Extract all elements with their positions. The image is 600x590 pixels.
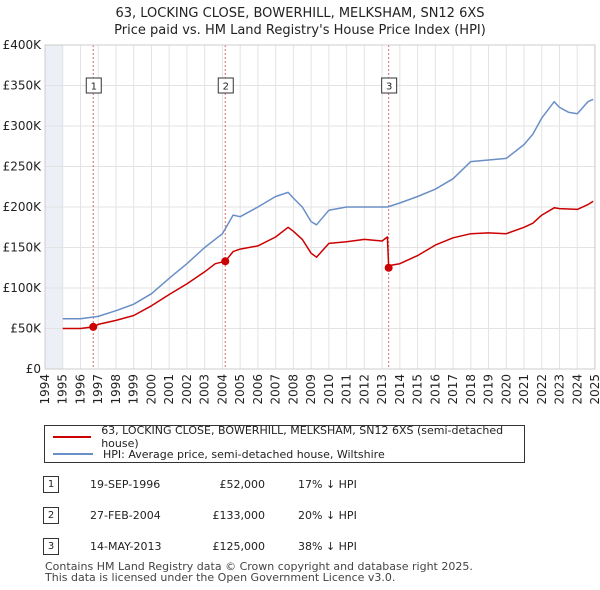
transaction-price: £125,000 <box>212 540 266 553</box>
y-tick-label: £350K <box>3 79 43 93</box>
sale-marker-box <box>217 77 234 94</box>
legend-swatch-property <box>53 436 92 438</box>
y-tick-label: £300K <box>3 119 43 133</box>
y-tick-label: £150K <box>3 241 43 255</box>
footer-licence: This data is licensed under the Open Gov… <box>45 571 396 584</box>
x-tick-label: 2014 <box>393 374 407 405</box>
footer-copyright: Contains HM Land Registry data © Crown c… <box>45 560 473 573</box>
sale-point <box>89 322 98 331</box>
y-tick-label: £250K <box>3 160 43 174</box>
x-tick-label: 2009 <box>304 374 318 405</box>
legend: 63, LOCKING CLOSE, BOWERHILL, MELKSHAM, … <box>44 424 525 463</box>
x-tick-label: 2012 <box>357 374 371 405</box>
y-tick-label: £400K <box>3 38 43 52</box>
sale-marker-box <box>85 77 102 94</box>
x-tick-label: 1998 <box>109 374 123 405</box>
x-tick-label: 2018 <box>464 374 478 405</box>
legend-label-hpi: HPI: Average price, semi-detached house,… <box>103 447 385 461</box>
transaction-hpi-diff: 38% ↓ HPI <box>298 540 357 553</box>
hpi-line <box>62 98 594 320</box>
footer: Contains HM Land Registry data © Crown c… <box>45 561 473 583</box>
transaction-date: 14-MAY-2013 <box>90 540 162 553</box>
x-tick-label: 2003 <box>198 374 212 405</box>
transaction-price: £52,000 <box>219 478 266 491</box>
x-tick-label: 2025 <box>588 374 600 405</box>
x-tick-label: 2013 <box>375 374 389 405</box>
x-tick-label: 1997 <box>91 374 105 405</box>
x-tick-label: 2019 <box>482 374 496 405</box>
x-tick-label: 1994 <box>38 374 52 405</box>
property-price-line <box>62 200 594 330</box>
x-tick-label: 2020 <box>499 374 513 405</box>
sale-point <box>384 263 393 272</box>
y-tick-label: £200K <box>3 200 43 214</box>
x-tick-label: 2023 <box>553 374 567 405</box>
sale-marker-label: 2 <box>223 82 229 93</box>
transaction-date: 27-FEB-2004 <box>90 509 161 522</box>
transaction-marker: 3 <box>43 538 59 555</box>
x-tick-label: 2024 <box>570 374 584 405</box>
x-tick-label: 2022 <box>535 374 549 405</box>
x-tick-label: 2002 <box>180 374 194 405</box>
x-tick-label: 2017 <box>446 374 460 405</box>
x-tick-label: 2007 <box>269 374 283 405</box>
plot-frame <box>44 44 596 370</box>
x-tick-label: 2015 <box>411 374 425 405</box>
x-tick-label: 2016 <box>428 374 442 405</box>
x-tick-label: 2005 <box>233 374 247 405</box>
x-tick-label: 1995 <box>56 374 70 405</box>
chart-title: 63, LOCKING CLOSE, BOWERHILL, MELKSHAM, … <box>115 6 485 21</box>
transaction-hpi-diff: 20% ↓ HPI <box>298 509 357 522</box>
transaction-date: 19-SEP-1996 <box>90 478 161 491</box>
sale-marker-label: 1 <box>91 82 97 93</box>
y-tick-label: £100K <box>3 281 43 295</box>
transaction-hpi-diff: 17% ↓ HPI <box>298 478 357 491</box>
x-tick-label: 2011 <box>340 374 354 405</box>
transaction-marker: 2 <box>43 507 59 524</box>
sale-marker-box <box>381 77 398 94</box>
x-tick-label: 1999 <box>127 374 141 405</box>
legend-label-property: 63, LOCKING CLOSE, BOWERHILL, MELKSHAM, … <box>101 424 504 450</box>
legend-swatch-hpi <box>53 453 93 455</box>
x-tick-label: 2000 <box>144 374 158 405</box>
transaction-row: 1 19-SEP-1996 £52,000 17% ↓ HPI <box>0 476 600 496</box>
transaction-row: 2 27-FEB-2004 £133,000 20% ↓ HPI <box>0 507 600 527</box>
sale-point <box>221 257 230 266</box>
x-tick-label: 2021 <box>517 374 531 405</box>
x-tick-label: 2006 <box>251 374 265 405</box>
price-chart: £0 £50K £100K £150K £200K £250K £300K £350K £400… <box>3 38 600 405</box>
x-tick-label: 2004 <box>215 374 229 405</box>
legend-item-property: 63, LOCKING CLOSE, BOWERHILL, MELKSHAM, … <box>53 424 524 450</box>
x-tick-label: 2008 <box>286 374 300 405</box>
x-tick-label: 1996 <box>73 374 87 405</box>
transaction-marker: 1 <box>43 476 59 493</box>
legend-item-hpi: HPI: Average price, semi-detached house,… <box>53 446 385 462</box>
chart-subtitle: Price paid vs. HM Land Registry's House … <box>114 23 486 38</box>
sale-marker-label: 3 <box>386 82 392 93</box>
y-tick-label: £50K <box>10 322 42 336</box>
transaction-price: £133,000 <box>212 509 266 522</box>
x-tick-label: 2010 <box>322 374 336 405</box>
transaction-row: 3 14-MAY-2013 £125,000 38% ↓ HPI <box>0 538 600 558</box>
x-tick-label: 2001 <box>162 374 176 405</box>
y-tick-label: £0 <box>26 362 41 376</box>
